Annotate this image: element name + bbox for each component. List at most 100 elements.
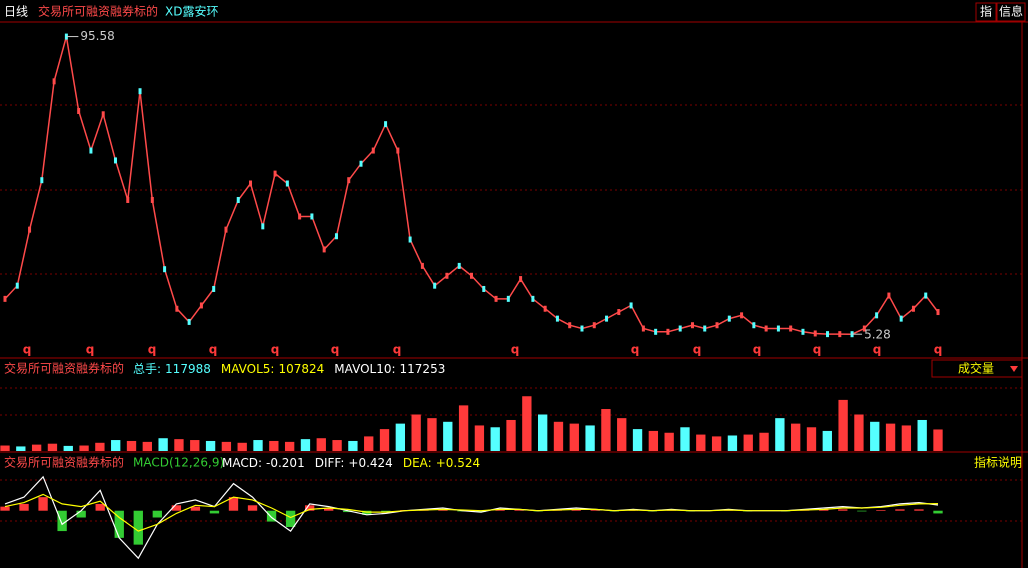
volume-bar [0, 445, 10, 451]
macd-bar [438, 509, 448, 511]
volume-bar [190, 440, 200, 451]
selector-label[interactable]: 成交量 [958, 361, 994, 376]
marker: q [511, 343, 520, 357]
candle [138, 88, 142, 95]
candle [629, 302, 633, 309]
macd-bar [57, 510, 67, 532]
candle [15, 282, 19, 289]
volume-bar [696, 434, 706, 451]
candle [690, 322, 694, 329]
volume-bar [126, 440, 137, 451]
marker: q [753, 343, 762, 357]
candle [924, 292, 928, 299]
help-link[interactable]: 指标说明 [974, 455, 1022, 470]
marker: q [148, 343, 157, 357]
button-frame [975, 2, 997, 22]
candle [911, 305, 915, 312]
candle [776, 325, 780, 332]
volume-bar [569, 423, 579, 451]
candle [273, 170, 277, 177]
selector[interactable] [931, 359, 1023, 378]
candle [826, 331, 830, 338]
index-button[interactable]: 指 [980, 4, 992, 19]
macd-bar [228, 497, 239, 511]
volume-bar [458, 405, 469, 451]
volume-bar [253, 440, 263, 451]
macd-bar [933, 510, 943, 514]
candle [813, 330, 817, 337]
volume-bar [838, 399, 848, 451]
indicator-name: MAVOL10: [334, 362, 395, 376]
volume-bar [632, 429, 643, 451]
marker: q [23, 343, 32, 357]
macd-bar [171, 505, 182, 511]
info-button[interactable]: 信息 [999, 4, 1023, 19]
volume-bar [791, 423, 801, 451]
macd-bar [304, 505, 315, 511]
macd-bar [152, 510, 162, 518]
candle [334, 233, 338, 240]
macd-bar [914, 509, 924, 511]
macd-bar [0, 506, 10, 511]
candle [568, 322, 572, 329]
volume-bar [617, 418, 627, 451]
candle [580, 325, 584, 332]
volume-bar [743, 434, 753, 451]
volume-bar [474, 425, 485, 451]
volume-bar [680, 427, 690, 451]
macd-bar [476, 510, 486, 513]
volume-bar [95, 442, 105, 451]
volume-bar [237, 442, 247, 451]
candle [236, 196, 240, 203]
volume-tag: 交易所可融资融券标的 [4, 361, 124, 376]
indicator-value: +0.424 [348, 456, 392, 470]
macd-bar [381, 510, 391, 513]
volume-bar [379, 429, 390, 451]
indicator-name: 总手: [133, 362, 161, 376]
macd-bar [324, 508, 334, 511]
volume-bar [822, 430, 832, 451]
candle [617, 309, 621, 316]
macd-bar [819, 509, 829, 511]
volume-bar [16, 446, 26, 451]
macd-bar [247, 505, 258, 511]
volume-bar [63, 445, 73, 451]
candle [212, 285, 216, 292]
candle [433, 282, 437, 289]
candle [740, 312, 744, 319]
volume-indicators: 总手: 117988 MAVOL5: 107824 MAVOL10: 117253 [133, 362, 445, 376]
volume-bar [553, 421, 564, 451]
volume-bar [284, 441, 295, 451]
volume-bar [601, 409, 611, 451]
candle [592, 322, 596, 329]
candle [187, 318, 191, 325]
macd-bar [266, 510, 277, 522]
candle [703, 325, 707, 332]
candle [654, 328, 658, 335]
volume-bar [759, 432, 769, 451]
low-label: 5.28 [864, 328, 891, 342]
candle [175, 305, 179, 312]
candle [359, 160, 363, 167]
macd-bar [76, 510, 86, 518]
marker: q [331, 343, 340, 357]
candle [801, 328, 805, 335]
macd-tag: 交易所可融资融券标的 [4, 455, 124, 470]
candle [28, 226, 32, 233]
candle [764, 325, 768, 332]
indicator-name: MACD: [222, 456, 262, 470]
candle [752, 322, 756, 329]
candle [396, 147, 400, 154]
candle [531, 295, 535, 302]
candle [494, 295, 498, 302]
macd-bar [590, 510, 600, 511]
marker: q [393, 343, 402, 357]
candle [310, 213, 314, 220]
candle [470, 272, 473, 279]
dropdown-arrow [1010, 366, 1018, 372]
volume-bar [917, 419, 927, 451]
volume-bar [269, 440, 279, 451]
candle [862, 325, 866, 332]
macd-bar [209, 510, 220, 514]
